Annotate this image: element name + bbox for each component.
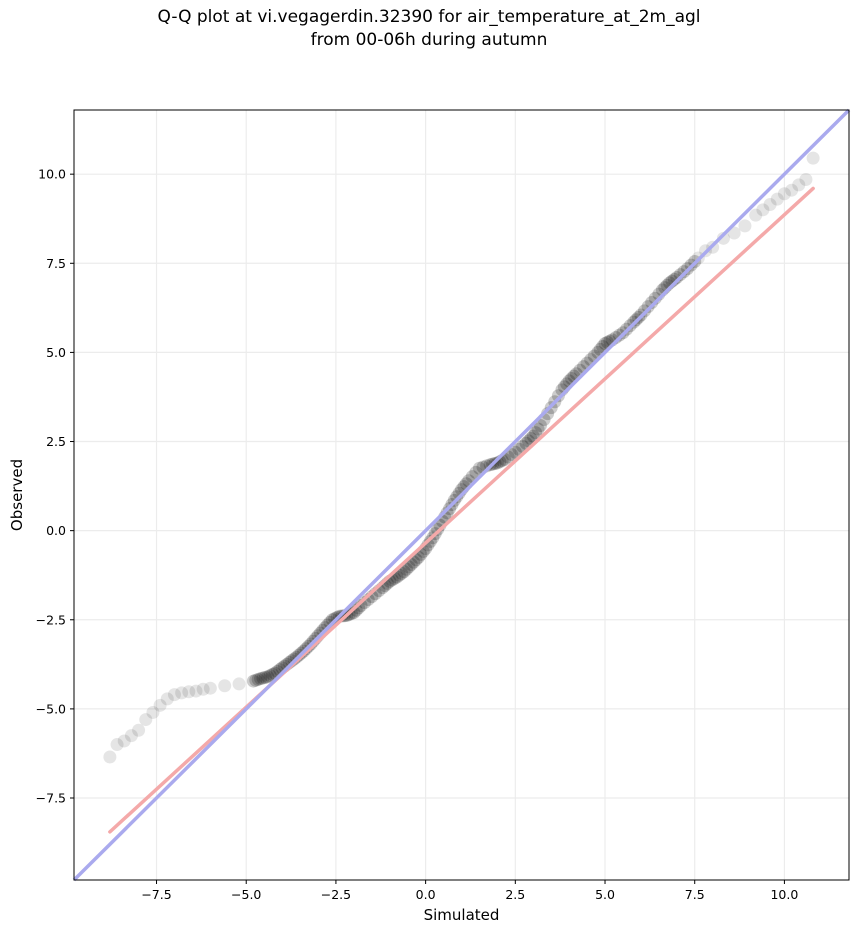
data-point-119 (508, 445, 522, 459)
data-point-61 (352, 601, 366, 615)
data-point-9 (167, 688, 181, 702)
chart-title: Q-Q plot at vi.vegagerdin.32390 for air_… (0, 6, 858, 52)
data-point-190 (785, 183, 799, 197)
y-tick-label-3: 0.0 (46, 523, 66, 538)
data-point-7 (153, 698, 167, 712)
data-point-192 (799, 173, 813, 187)
y-tick-label-4: 2.5 (46, 434, 66, 449)
x-tick-label-3: 0.0 (416, 887, 436, 902)
identity-line (72, 108, 851, 882)
data-point-163 (641, 300, 655, 314)
data-point-118 (505, 448, 519, 462)
data-point-14 (203, 681, 217, 695)
data-point-4 (132, 723, 146, 737)
data-point-62 (354, 599, 368, 613)
fit-line (108, 186, 815, 834)
data-point-1 (110, 738, 124, 752)
y-tick-label-1: −5.0 (36, 701, 66, 716)
data-point-12 (189, 684, 203, 698)
x-tick-label-1: −5.0 (231, 887, 261, 902)
y-tick-label-0: −7.5 (36, 791, 66, 806)
data-point-2 (117, 734, 131, 748)
y-axis-ticks: −7.5 −5.0 −2.5 0.0 2.5 5.0 7.5 10.0 (36, 167, 74, 806)
x-axis-ticks: −7.5 −5.0 −2.5 0.0 2.5 5.0 7.5 10.0 (141, 880, 798, 902)
x-tick-label-0: −7.5 (141, 887, 171, 902)
data-point-182 (716, 231, 730, 245)
data-point-186 (756, 203, 770, 217)
y-tick-label-5: 5.0 (46, 345, 66, 360)
data-point-16 (232, 677, 246, 691)
data-point-185 (749, 208, 763, 222)
data-point-184 (738, 219, 752, 233)
data-point-126 (529, 426, 543, 440)
data-point-127 (531, 422, 545, 436)
grid-lines (74, 110, 849, 880)
data-point-95 (440, 506, 454, 520)
data-point-10 (175, 686, 189, 700)
x-axis-label: Simulated (424, 906, 500, 924)
reference-lines (72, 108, 851, 882)
data-point-0 (103, 750, 117, 764)
data-point-18 (249, 673, 263, 687)
x-tick-label-6: 7.5 (685, 887, 705, 902)
data-point-23 (261, 670, 275, 684)
data-point-11 (182, 685, 196, 699)
data-point-58 (344, 607, 358, 621)
data-point-6 (146, 705, 160, 719)
plot-frame (73, 109, 850, 881)
data-point-88 (423, 534, 437, 548)
y-tick-label-2: −2.5 (36, 612, 66, 627)
data-point-187 (763, 197, 777, 211)
x-tick-label-5: 5.0 (595, 887, 615, 902)
data-point-17 (246, 674, 260, 688)
data-point-77 (397, 565, 411, 579)
data-point-15 (218, 679, 232, 693)
x-tick-label-2: −2.5 (321, 887, 351, 902)
data-point-191 (792, 178, 806, 192)
data-point-24 (263, 669, 277, 683)
data-point-188 (770, 192, 784, 206)
data-point-5 (139, 713, 153, 727)
y-tick-label-7: 10.0 (38, 167, 66, 182)
y-tick-label-6: 7.5 (46, 256, 66, 271)
data-point-19 (251, 672, 265, 686)
y-axis-label: Observed (8, 459, 26, 531)
x-tick-label-4: 2.5 (505, 887, 525, 902)
data-point-60 (349, 603, 363, 617)
data-point-21 (256, 671, 270, 685)
data-point-13 (196, 682, 210, 696)
data-point-22 (258, 670, 272, 684)
data-point-8 (160, 692, 174, 706)
data-point-20 (254, 672, 268, 686)
data-point-189 (777, 187, 791, 201)
chart-title-line-2: from 00-06h during autumn (310, 30, 548, 50)
data-point-173 (670, 271, 684, 285)
data-point-154 (612, 328, 626, 342)
data-point-3 (124, 729, 138, 743)
data-point-78 (399, 562, 413, 576)
x-tick-label-7: 10.0 (770, 887, 798, 902)
data-point-174 (673, 268, 687, 282)
data-point-164 (645, 296, 659, 309)
data-point-133 (551, 389, 565, 403)
data-point-113 (490, 456, 504, 470)
data-point-193 (806, 151, 820, 165)
data-point-99 (450, 490, 464, 504)
data-points (103, 151, 820, 764)
chart-title-line-1: Q-Q plot at vi.vegagerdin.32390 for air_… (157, 7, 701, 27)
data-point-63 (358, 596, 372, 610)
